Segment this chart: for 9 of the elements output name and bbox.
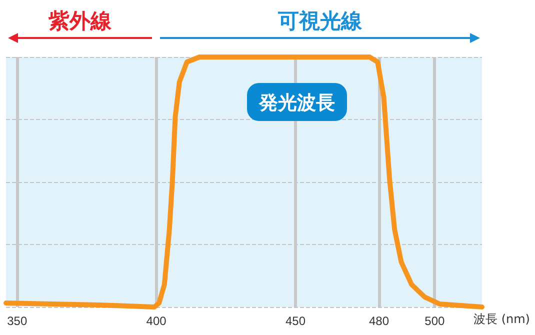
x-tick-label: 500 bbox=[424, 314, 446, 328]
x-tick-label: 350 bbox=[7, 314, 28, 328]
text: 可視光線 bbox=[277, 9, 363, 33]
text: 紫外線 bbox=[48, 9, 112, 33]
annotation: 発光波長 bbox=[258, 92, 335, 114]
x-tick-label: 400 bbox=[146, 314, 167, 328]
x-tick-label: 480 bbox=[368, 314, 390, 328]
x-tick-label: 450 bbox=[285, 314, 306, 328]
x-axis-title: 波長 (nm) bbox=[474, 312, 530, 326]
